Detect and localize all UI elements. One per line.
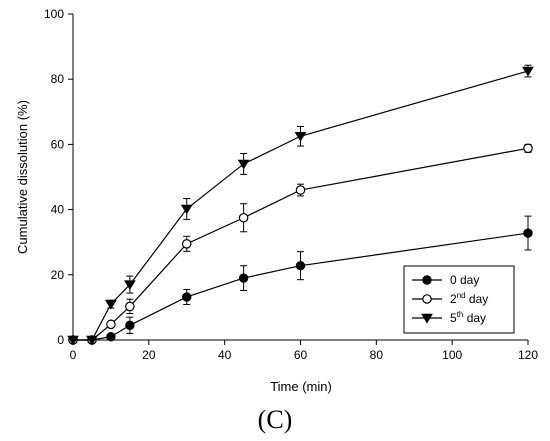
data-point (238, 212, 249, 223)
legend-marker (421, 313, 433, 324)
x-tick-label: 0 (70, 348, 77, 362)
x-tick-label: 120 (518, 348, 538, 362)
data-point (238, 273, 249, 283)
legend: 0 day 2nd day 5th day (403, 265, 515, 334)
data-point (295, 260, 306, 271)
data-point (237, 159, 250, 170)
data-point (522, 66, 534, 77)
legend-marker (422, 275, 432, 285)
data-point (123, 280, 136, 291)
y-tick-label: 0 (57, 333, 64, 347)
axes: 0 20 40 60 80 100 120 0 20 40 60 80 100 (44, 7, 538, 362)
legend-label: 2nd day (450, 291, 488, 306)
x-tick-label: 80 (370, 348, 384, 362)
data-point (125, 301, 135, 312)
data-point (106, 332, 116, 342)
series-layer (67, 64, 534, 346)
y-tick-label: 80 (51, 72, 65, 86)
data-point (106, 319, 116, 330)
legend-label: 0 day (450, 273, 479, 287)
series-line (73, 70, 529, 341)
y-tick-label: 20 (51, 268, 65, 282)
x-tick-label: 60 (294, 348, 308, 362)
legend-marker (422, 294, 432, 304)
y-axis-title: Cumulative dissolution (%) (15, 100, 30, 254)
x-tick-label: 20 (142, 348, 156, 362)
data-point (523, 143, 533, 154)
x-tick-label: 100 (442, 348, 462, 362)
data-point (181, 239, 192, 249)
x-tick-label: 40 (218, 348, 232, 362)
y-tick-label: 40 (51, 203, 65, 217)
y-tick-label: 60 (51, 137, 65, 151)
legend-label: 5th day (450, 310, 486, 325)
y-tick-label: 100 (44, 7, 64, 21)
data-point (180, 204, 193, 215)
data-point (86, 335, 98, 346)
data-point (67, 335, 79, 346)
panel-label: (C) (258, 405, 293, 434)
series-0 (68, 215, 533, 345)
legend-box (403, 265, 515, 334)
x-axis-title: Time (min) (270, 379, 332, 394)
data-point (294, 132, 307, 142)
data-point (182, 292, 192, 302)
data-point (295, 185, 306, 195)
data-point (523, 228, 533, 238)
data-point (125, 320, 135, 331)
data-point (105, 299, 117, 310)
series-2 (67, 64, 534, 346)
